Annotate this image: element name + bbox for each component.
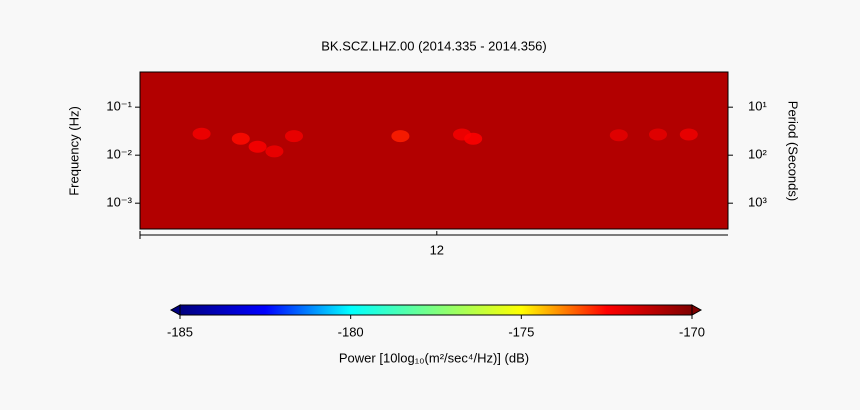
spectrogram-patch <box>609 129 628 142</box>
colorbar-low-arrow <box>169 304 181 316</box>
y-axis-label: Frequency (Hz) <box>66 106 81 196</box>
plot-frame <box>139 71 729 230</box>
x-tick-label: 12 <box>430 242 444 257</box>
y2-tick-label: 10² <box>748 147 767 162</box>
colorbar-high-arrow <box>691 304 703 316</box>
colorbar-tick-label: -175 <box>508 324 534 339</box>
y-tick-label: 10⁻³ <box>106 195 132 210</box>
spectrogram-patch <box>192 127 211 140</box>
colorbar-tick-label: -180 <box>338 324 364 339</box>
spectrogram-patch <box>231 132 250 145</box>
spectrogram-background <box>140 72 728 229</box>
colorbar-tick-label: -170 <box>679 324 705 339</box>
y2-tick-label: 10¹ <box>748 99 767 114</box>
chart-title: BK.SCZ.LHZ.00 (2014.335 - 2014.356) <box>321 38 546 53</box>
spectrogram-patch <box>679 128 698 141</box>
y2-axis-label: Period (Seconds) <box>786 101 801 201</box>
colorbar-tick-label: -185 <box>167 324 193 339</box>
spectrogram-patch <box>649 128 667 141</box>
spectrogram-patch <box>391 130 410 143</box>
spectrogram-patch <box>265 145 284 158</box>
y-tick-label: 10⁻¹ <box>106 99 132 114</box>
colorbar-label: Power [10log₁₀(m²/sec⁴/Hz)] (dB) <box>339 350 529 365</box>
spectrogram-patch <box>248 140 267 153</box>
y-tick-label: 10⁻² <box>106 147 132 162</box>
y2-tick-label: 10³ <box>748 195 767 210</box>
spectrogram-patch <box>464 132 483 145</box>
spectrogram-patch <box>285 130 303 143</box>
colorbar <box>179 304 693 316</box>
